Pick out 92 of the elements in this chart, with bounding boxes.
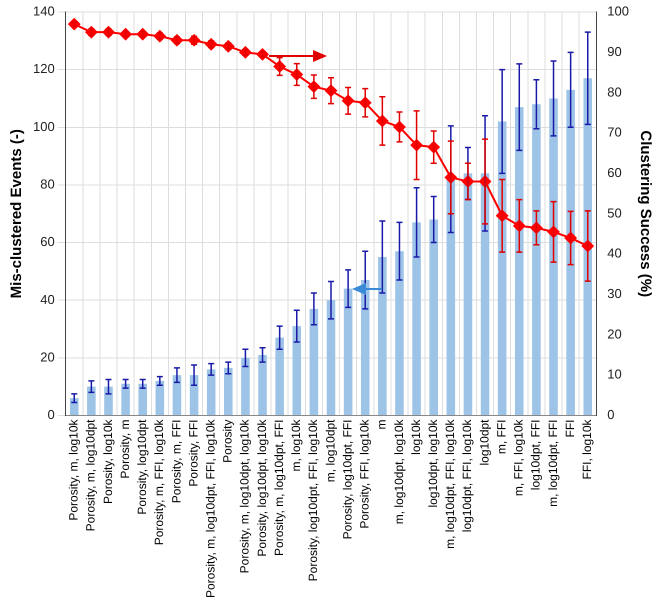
y2-tick-label: 10 xyxy=(607,366,622,382)
bar xyxy=(224,368,233,415)
bar xyxy=(566,90,575,415)
y-tick-label: 40 xyxy=(40,292,55,307)
bar xyxy=(480,173,490,415)
y2-tick-label: 50 xyxy=(607,205,622,220)
y2-tick-label: 100 xyxy=(607,4,630,19)
y-tick-label: 60 xyxy=(40,234,55,250)
bar xyxy=(446,179,456,415)
y2-axis-title: Clustering Success (%) xyxy=(636,130,654,298)
x-tick-label: m, log10dpt, log10k xyxy=(392,418,406,524)
x-tick-label: Porosity, log10dpt, FFI xyxy=(340,419,354,540)
y-tick-label: 140 xyxy=(32,4,55,19)
x-tick-label: log10dpt, FFI xyxy=(528,419,543,490)
x-tick-label: m, FFI, log10k xyxy=(512,418,526,496)
y2-tick-label: 20 xyxy=(607,326,622,342)
y2-tick-label: 80 xyxy=(607,84,622,100)
x-tick-label: Porosity, log10dpt xyxy=(135,418,150,515)
x-tick-label: FFI, log10k xyxy=(580,418,594,480)
bar xyxy=(206,369,216,415)
y-axis-title: Mis-clustered Events (-) xyxy=(8,129,26,298)
bar xyxy=(395,251,404,415)
bar xyxy=(498,122,506,415)
x-tick-label: log10k xyxy=(408,418,423,455)
point xyxy=(170,34,183,46)
bar xyxy=(532,104,541,415)
bar xyxy=(258,354,267,415)
y2-tick-label: 30 xyxy=(607,286,622,302)
y2-tick-label: 0 xyxy=(607,407,615,422)
bar xyxy=(464,173,472,415)
x-tick-label: Porosity, FFI xyxy=(186,419,200,487)
point xyxy=(239,46,252,58)
point xyxy=(154,30,166,42)
bar xyxy=(429,220,438,415)
bar xyxy=(549,98,558,415)
x-tick-label: Porosity, log10dpt, FFI, log10k xyxy=(306,418,320,582)
x-tick-label: m, log10dpt, FFI xyxy=(546,419,560,507)
x-tick-label: Porosity, m, FFI, log10k xyxy=(152,418,166,546)
x-tick-label: Porosity, m, FFI xyxy=(169,419,184,504)
x-tick-label: FFI xyxy=(562,419,577,438)
y-tick-label: 100 xyxy=(32,118,55,134)
bar xyxy=(87,386,96,415)
y-tick-label: 0 xyxy=(47,407,55,422)
y-tick-label: 20 xyxy=(40,349,55,364)
x-tick-label: Porosity, log10k xyxy=(100,418,115,504)
bar xyxy=(104,386,113,415)
bar xyxy=(156,380,164,415)
y2-tick-label: 60 xyxy=(607,164,622,180)
x-tick-label: Porosity, log10dpt, log10k xyxy=(254,418,269,557)
bar xyxy=(292,326,302,415)
bar xyxy=(275,338,284,415)
point xyxy=(205,38,218,50)
x-tick-label: Porosity, m, log10dpt xyxy=(84,418,98,532)
point xyxy=(136,28,149,40)
bar xyxy=(121,384,130,415)
x-tick-label: Porosity, FFI, log10k xyxy=(358,418,372,529)
x-tick-label: log10dpt, log10k xyxy=(426,418,440,508)
bar xyxy=(172,375,182,415)
bar xyxy=(241,358,250,415)
bar xyxy=(378,256,387,415)
y-tick-label: 120 xyxy=(32,61,55,76)
x-tick-label: m, log10k xyxy=(289,418,304,472)
bar xyxy=(515,107,524,415)
x-tick-label: log10dpt xyxy=(477,418,492,466)
bar xyxy=(326,300,336,415)
x-tick-label: m, FFI xyxy=(494,419,508,454)
y-tick-label: 80 xyxy=(40,176,55,192)
x-tick-label: m xyxy=(374,419,389,430)
x-tick-label: m, log10dpt xyxy=(323,418,338,482)
point xyxy=(120,28,132,40)
point xyxy=(222,40,234,52)
bar xyxy=(344,288,352,415)
x-tick-label: Porosity, m, log10k xyxy=(66,418,81,521)
point xyxy=(85,26,98,38)
y2-tick-label: 90 xyxy=(607,44,622,59)
point xyxy=(102,26,114,38)
x-tick-label: m, log10dpt, FFI, log10k xyxy=(443,418,458,549)
bar xyxy=(190,375,198,415)
bar xyxy=(138,384,147,415)
x-tick-label: Porosity, m, log10dpt, FFI xyxy=(272,419,286,556)
point xyxy=(256,48,269,60)
x-tick-label: Porosity, m xyxy=(118,419,132,479)
point xyxy=(188,34,200,46)
x-tick-label: Porosity xyxy=(220,419,235,463)
x-tick-label: log10dpt, FFI, log10k xyxy=(460,418,474,532)
point xyxy=(68,18,80,30)
x-tick-label: Porosity, m, log10dpt, FFI, log10k xyxy=(203,418,218,598)
bar xyxy=(310,308,318,415)
x-tick-label: Porosity, m, log10dpt, log10k xyxy=(238,418,252,574)
y2-tick-label: 70 xyxy=(607,124,622,140)
y2-tick-label: 40 xyxy=(607,246,622,261)
bar xyxy=(412,222,421,415)
